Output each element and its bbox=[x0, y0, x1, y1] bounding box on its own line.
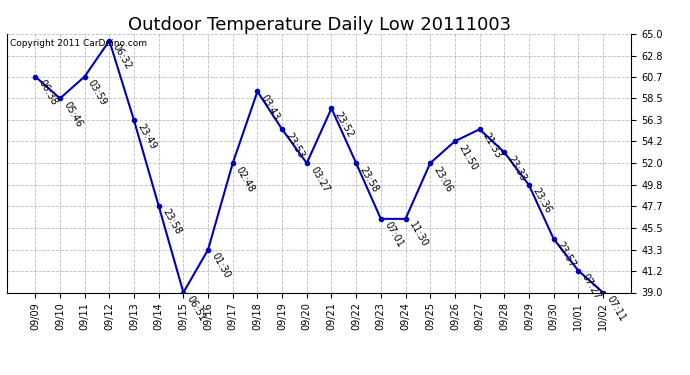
Text: 23:49: 23:49 bbox=[135, 122, 158, 151]
Text: 01:30: 01:30 bbox=[210, 251, 232, 280]
Text: 23:06: 23:06 bbox=[431, 165, 454, 194]
Text: 07:27: 07:27 bbox=[580, 272, 602, 302]
Text: 06:32: 06:32 bbox=[110, 42, 133, 71]
Text: 06:51: 06:51 bbox=[185, 294, 208, 323]
Text: 23:58: 23:58 bbox=[160, 207, 183, 237]
Text: 05:46: 05:46 bbox=[61, 100, 84, 129]
Text: 02:48: 02:48 bbox=[234, 165, 257, 194]
Text: 11:30: 11:30 bbox=[407, 220, 429, 249]
Text: 03:27: 03:27 bbox=[308, 165, 331, 194]
Text: 07:01: 07:01 bbox=[382, 220, 405, 249]
Title: Outdoor Temperature Daily Low 20111003: Outdoor Temperature Daily Low 20111003 bbox=[128, 16, 511, 34]
Text: 23:58: 23:58 bbox=[357, 165, 380, 194]
Text: 21:50: 21:50 bbox=[456, 142, 479, 172]
Text: 03:43: 03:43 bbox=[259, 93, 282, 122]
Text: 23:33: 23:33 bbox=[506, 154, 529, 183]
Text: 03:59: 03:59 bbox=[86, 78, 108, 107]
Text: 21:33: 21:33 bbox=[481, 130, 504, 160]
Text: Copyright 2011 CarDuino.com: Copyright 2011 CarDuino.com bbox=[10, 39, 147, 48]
Text: 06:38: 06:38 bbox=[37, 78, 59, 107]
Text: 23:53: 23:53 bbox=[284, 130, 306, 160]
Text: 23:36: 23:36 bbox=[531, 186, 553, 216]
Text: 23:52: 23:52 bbox=[333, 110, 355, 139]
Text: 07:11: 07:11 bbox=[604, 294, 627, 323]
Text: 23:57: 23:57 bbox=[555, 240, 578, 270]
